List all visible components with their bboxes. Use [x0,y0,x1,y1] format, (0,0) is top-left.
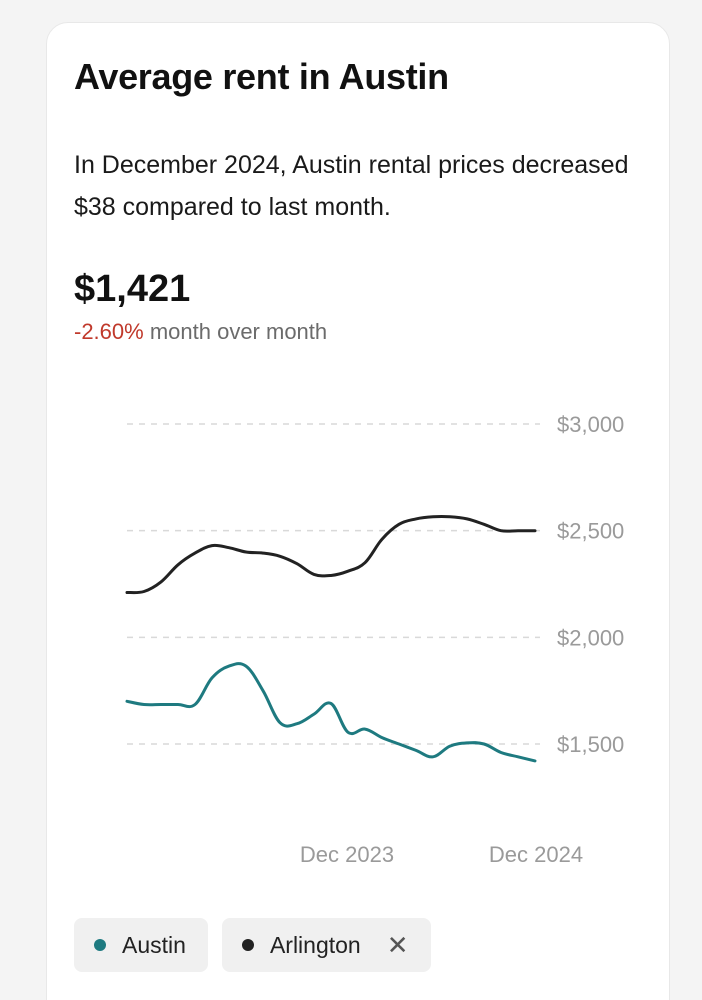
y-tick-label: $3,000 [557,412,624,437]
x-tick-label: Dec 2024 [489,842,583,867]
y-tick-label: $2,000 [557,625,624,650]
legend-label-austin: Austin [122,931,186,958]
y-axis-ticks: $3,000 $2,500 $2,000 $1,500 [557,412,624,757]
current-price: $1,421 [74,268,191,310]
y-tick-label: $1,500 [557,732,624,757]
series-lines [125,515,537,763]
rent-line-chart: $3,000$2,500$2,000$1,500 Dec 2023 Dec 202… [125,412,624,867]
legend-chip-arlington[interactable]: Arlington ✕ [221,918,431,972]
x-tick-label: Dec 2023 [300,842,394,867]
card-title: Average rent in Austin [74,56,449,97]
price-change: -2.60% month over month [74,319,327,345]
card-description: In December 2024, Austin rental prices d… [74,151,629,221]
legend-label-arlington: Arlington [269,931,361,958]
legend-chip-austin[interactable]: Austin [74,918,208,972]
x-axis-ticks: Dec 2023 Dec 2024 [300,842,583,867]
series-line-arlington [125,515,537,595]
arlington-dot-icon [241,939,254,951]
series-line-austin [125,662,537,763]
change-percent: -2.60% [74,319,144,344]
austin-dot-icon [94,939,106,951]
change-suffix: month over month [143,319,328,344]
y-tick-label: $2,500 [557,519,624,544]
close-icon[interactable]: ✕ [386,930,409,960]
legend: Austin Arlington ✕ [74,918,431,972]
grid-lines [127,423,540,745]
rent-card [46,22,670,1000]
